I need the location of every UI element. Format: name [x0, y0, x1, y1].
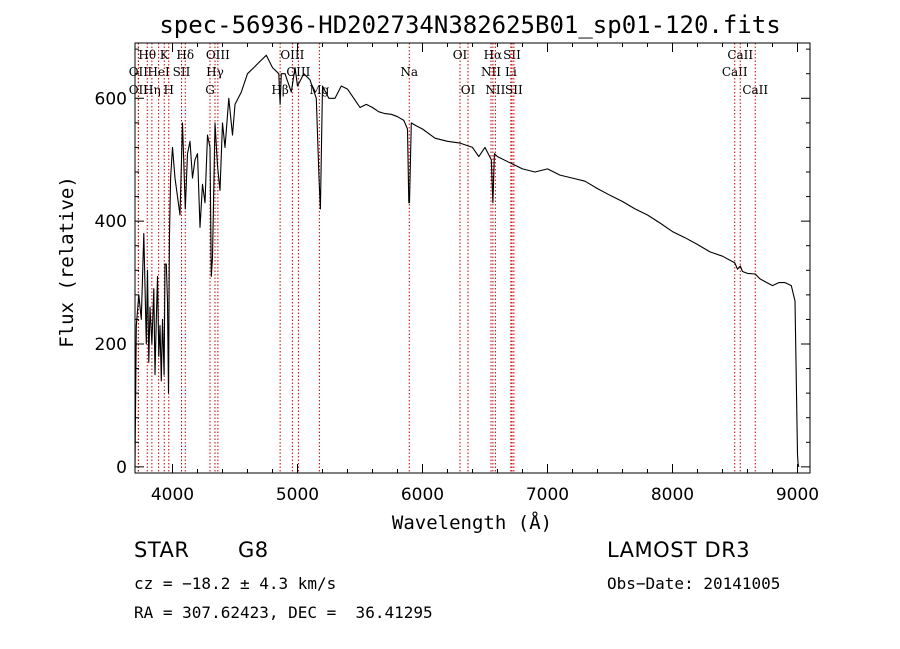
spectral-line-label: OIII [286, 65, 310, 79]
spectral-line-label: NII [485, 83, 505, 97]
spectral-line-label: NII [481, 65, 501, 79]
spectral-line-label: Li [505, 65, 517, 79]
chart-title: spec-56936-HD202734N382625B01_sp01-120.f… [159, 11, 780, 39]
spectral-line-label: CaII [742, 83, 768, 97]
coordinates: RA = 307.62423, DEC = 36.41295 [134, 603, 433, 622]
spectral-line-label: SII [173, 65, 191, 79]
spectral-line-label: Hθ [138, 48, 156, 62]
spectral-line-label: OI [461, 83, 476, 97]
series-group [134, 54, 800, 468]
x-tick-label: 5000 [276, 485, 319, 505]
x-tick-label: 4000 [151, 485, 194, 505]
spectral-line-label: OIII [280, 48, 304, 62]
spectral-line-label: SII [505, 83, 523, 97]
spectral-line-label: H [164, 83, 174, 97]
spectral-line-label: OI [453, 48, 468, 62]
y-tick-label: 600 [95, 89, 127, 109]
y-tick-label: 400 [95, 212, 127, 232]
spectrum-line [134, 54, 800, 468]
x-tick-label: 7000 [526, 485, 569, 505]
x-tick-label: 9000 [776, 485, 819, 505]
spectral-line-label: G [205, 83, 215, 97]
spectral-line-label: OIII [206, 48, 230, 62]
y-tick-label: 200 [95, 335, 127, 355]
plot-frame [134, 42, 811, 474]
object-class: STAR [134, 538, 190, 562]
spectral-line-label: SII [503, 48, 521, 62]
spectral-line-label: CaII [727, 48, 753, 62]
x-tick-label: 8000 [651, 485, 694, 505]
spectral-line-label: Hα [484, 48, 503, 62]
spectral-line-label: Hδ [176, 48, 194, 62]
spectral-line-label: CaII [722, 65, 748, 79]
redshift-text: cz = −18.2 ± 4.3 km/s [134, 574, 337, 593]
spectral-line-label: Na [400, 65, 418, 79]
spectral-line-label: Hγ [206, 65, 224, 79]
spectral-line-label: OII [129, 83, 149, 97]
line-markers: OIIOIIHθHηHeIKHSIIHδGHγOIIIHβOIIIOIIIMgN… [129, 43, 768, 473]
axes-group: 4000 5000 6000 7000 8000 9000 0 200 400 600 [95, 43, 819, 505]
object-subclass: G8 [238, 538, 269, 562]
x-axis-label: Wavelength (Å) [392, 511, 552, 534]
survey-label: LAMOST DR3 [607, 538, 751, 562]
x-tick-label: 6000 [401, 485, 444, 505]
obs-date: Obs−Date: 20141005 [607, 574, 781, 593]
spectral-line-label: K [160, 48, 170, 62]
spectral-line-label: Hη [143, 83, 161, 97]
y-tick-label: 0 [116, 458, 127, 478]
y-axis-label: Flux (relative) [56, 176, 78, 348]
spectral-line-label: HeI [147, 65, 170, 79]
